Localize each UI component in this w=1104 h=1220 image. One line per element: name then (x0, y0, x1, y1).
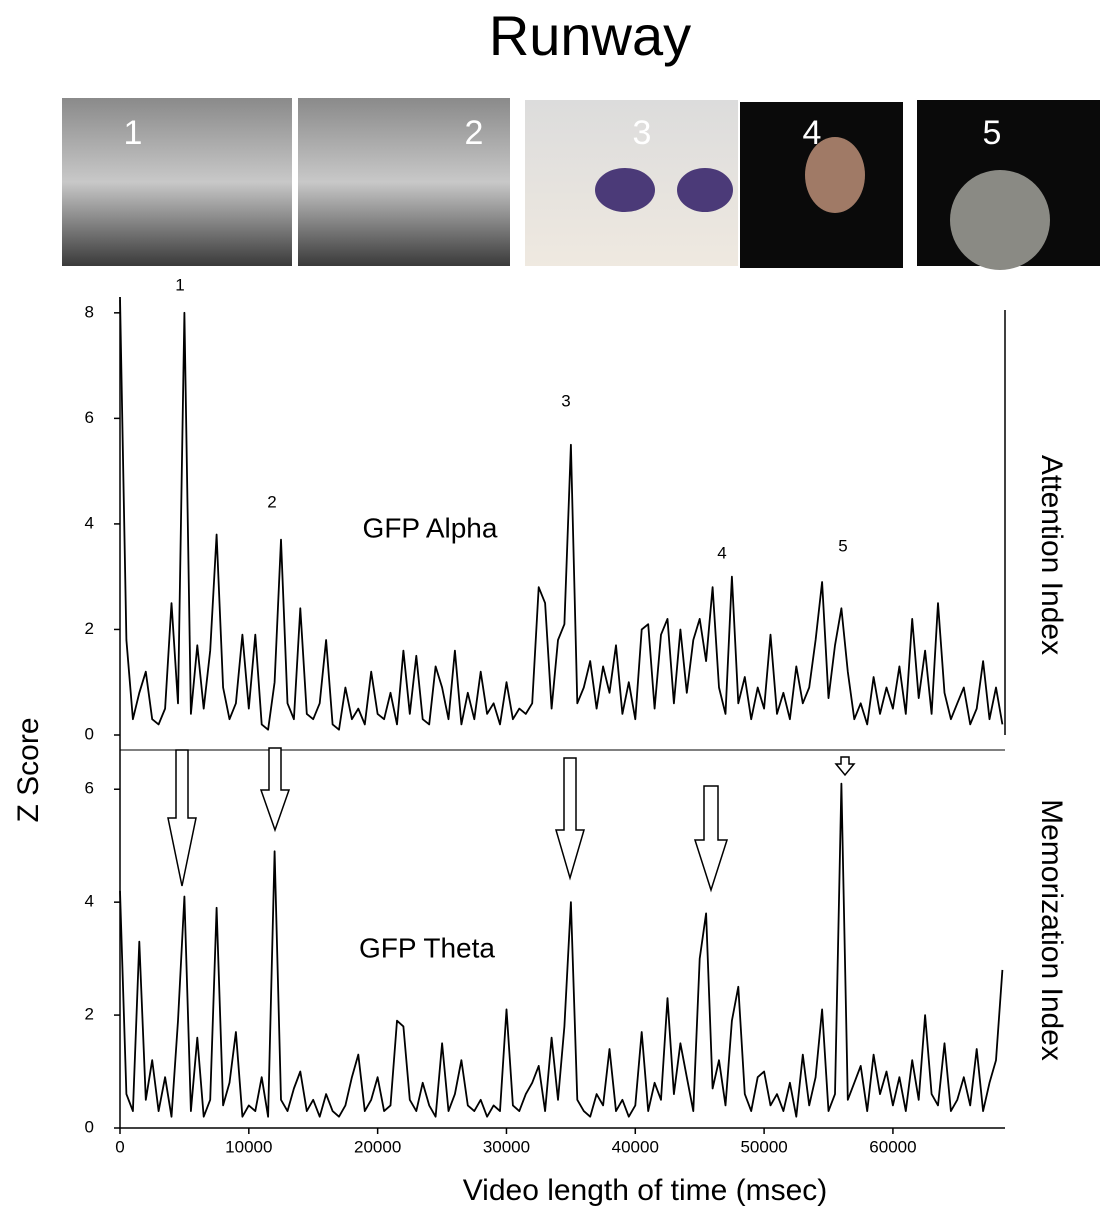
y-tick-label: 4 (85, 513, 94, 532)
y-tick-label: 2 (85, 619, 94, 638)
y-tick-label: 8 (85, 302, 94, 321)
y-tick-label: 6 (85, 779, 94, 798)
x-tick-label: 0 (115, 1137, 124, 1156)
y-axis-title: Z Score (12, 717, 45, 822)
x-tick-label: 30000 (483, 1137, 530, 1156)
thumbnail-image (62, 98, 292, 266)
shoe (595, 168, 655, 212)
data-line (119, 782, 1004, 1118)
side-label: Attention Index (1035, 455, 1068, 655)
plot-area (119, 300, 1006, 1129)
y-tick-label: 6 (85, 408, 94, 427)
peak-label: 5 (838, 536, 847, 555)
side-label: Memorization Index (1035, 799, 1068, 1061)
thumbnail-number: 5 (983, 114, 1002, 152)
thumbnail-number: 4 (803, 114, 822, 152)
x-tick-label: 50000 (740, 1137, 787, 1156)
arrow (834, 756, 856, 777)
arrows (167, 747, 856, 893)
y-tick-label: 0 (85, 1117, 94, 1136)
peak-label: 2 (267, 492, 276, 511)
panel-label: GFP Theta (359, 932, 495, 963)
x-tick-label: 20000 (354, 1137, 401, 1156)
thumbnail-number: 3 (633, 114, 652, 152)
shoulder (950, 170, 1050, 270)
y-tick-label: 2 (85, 1005, 94, 1024)
x-axis-title: Video length of time (msec) (463, 1174, 828, 1207)
peak-label: 4 (717, 543, 726, 562)
y-tick-label: 0 (85, 724, 94, 743)
y-tick-label: 4 (85, 892, 94, 911)
panel-label: GFP Alpha (363, 512, 498, 543)
thumbnails (62, 98, 1100, 270)
data-line (119, 296, 1004, 731)
shoe (677, 168, 733, 212)
x-tick-label: 10000 (225, 1137, 272, 1156)
x-tick-label: 60000 (869, 1137, 916, 1156)
page-title: Runway (489, 4, 691, 67)
peak-label: 1 (175, 275, 184, 294)
thumbnail-number: 2 (465, 114, 484, 152)
arrow (259, 747, 291, 833)
thumbnail-image (298, 98, 510, 266)
arrow (555, 757, 585, 881)
peak-label: 3 (561, 391, 570, 410)
face (805, 137, 865, 213)
x-tick-label: 40000 (612, 1137, 659, 1156)
arrow (167, 749, 197, 887)
arrow (693, 785, 729, 893)
thumbnail-number: 1 (124, 114, 143, 152)
